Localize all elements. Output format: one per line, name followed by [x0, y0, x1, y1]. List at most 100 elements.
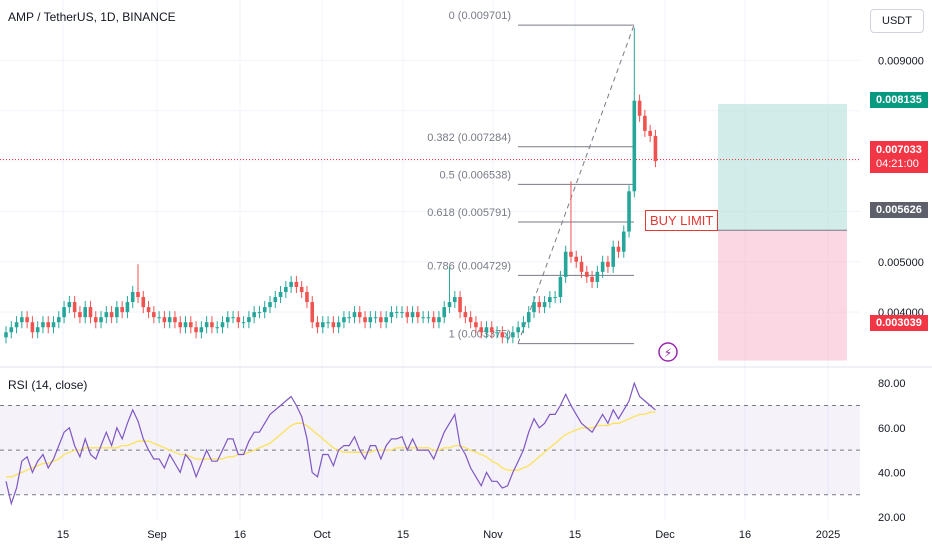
candle-body	[563, 251, 568, 277]
candle-body	[51, 322, 56, 328]
candle-body	[88, 307, 93, 318]
candle-body	[643, 115, 647, 131]
candle-body	[468, 317, 473, 323]
candle-body	[394, 312, 399, 314]
candle-body	[284, 286, 288, 292]
rsi-title[interactable]: RSI (14, close)	[8, 378, 88, 392]
candle-body	[215, 327, 219, 329]
candle-body	[299, 286, 304, 292]
candle-body	[574, 256, 579, 262]
rsi-band	[0, 405, 860, 495]
candle-body	[99, 317, 103, 323]
candle-body	[93, 317, 98, 323]
currency-selector[interactable]: USDT	[870, 9, 924, 33]
candle-body	[30, 322, 35, 333]
candle-body	[606, 261, 610, 267]
rsi-tick-label: 40.00	[878, 467, 906, 479]
candle-body	[458, 297, 462, 313]
candle-body	[363, 317, 367, 323]
candle-body	[474, 322, 478, 328]
current-price-label: 0.007033 04:21:00	[870, 141, 928, 173]
time-tick-label: 16	[234, 529, 246, 541]
candle-body	[421, 317, 425, 319]
candle-body	[183, 322, 188, 328]
candle-body	[305, 292, 309, 303]
fib-label-0.786: 0.786 (0.004729)	[427, 260, 511, 272]
candle-body	[484, 327, 489, 333]
target-zone	[718, 103, 847, 231]
candle-body	[46, 322, 51, 328]
candle-body	[130, 292, 135, 303]
candle-body	[125, 302, 130, 313]
candle-body	[521, 322, 526, 328]
fib-retracement[interactable]: 0 (0.009701) 0.382 (0.007284) 0.5 (0.00653…	[427, 10, 635, 345]
fib-trendline	[517, 24, 635, 344]
rsi-tick-label: 60.00	[878, 423, 906, 435]
candle-body	[278, 292, 283, 298]
candle-body	[83, 307, 87, 318]
candle-body	[558, 276, 563, 298]
candle-body	[14, 322, 19, 328]
candle-body	[273, 297, 278, 303]
price-tick-label: 0.009000	[878, 55, 924, 67]
candle-body	[9, 327, 14, 333]
candle-body	[410, 312, 415, 318]
candle-body	[347, 317, 351, 319]
time-tick-label: 15	[57, 529, 69, 541]
candle-body	[231, 317, 235, 319]
candle-body	[152, 312, 156, 318]
fib-label-0: 0 (0.009701)	[449, 10, 511, 22]
lightning-icon: ⚡	[664, 346, 672, 360]
candle-body	[600, 261, 605, 272]
candle-body	[72, 302, 77, 313]
candle-body	[78, 312, 82, 318]
candle-body	[373, 317, 378, 319]
candle-body	[352, 312, 357, 318]
candle-body	[321, 322, 325, 328]
time-tick-label: 15	[397, 529, 409, 541]
rsi-ma-line	[6, 411, 656, 478]
candle-body	[162, 317, 167, 323]
candle-body	[257, 312, 262, 314]
candle-body	[505, 337, 510, 339]
candle-body	[400, 312, 404, 314]
candle-body	[35, 327, 40, 333]
candle-body	[595, 271, 600, 282]
candle-body	[146, 307, 151, 313]
candle-body	[389, 312, 394, 318]
candle-body	[357, 312, 362, 318]
rsi-tick-label: 20.00	[878, 512, 906, 524]
candle-body	[173, 317, 177, 323]
target-price-label: 0.008135	[870, 92, 928, 108]
candle-body	[194, 327, 198, 333]
candle-body	[553, 297, 557, 299]
candle-body	[511, 332, 515, 338]
candle-body	[648, 130, 652, 136]
candle-body	[331, 322, 336, 328]
time-tick-label: Oct	[313, 529, 330, 541]
rsi-line	[5, 381, 656, 506]
countdown-value: 04:21:00	[876, 158, 919, 170]
candle-body	[210, 322, 214, 328]
event-icon	[658, 342, 678, 362]
candle-body	[548, 297, 552, 303]
time-tick-label: 2025	[816, 529, 840, 541]
candle-body	[526, 312, 531, 323]
candle-body	[315, 322, 320, 328]
candle-body	[426, 317, 431, 319]
candle-body	[379, 317, 383, 323]
candle-body	[115, 307, 119, 318]
candle-body	[621, 231, 626, 252]
candle-body	[4, 332, 8, 338]
candle-body	[585, 271, 589, 277]
candle-body	[627, 191, 631, 232]
candle-body	[252, 312, 256, 318]
symbol-title[interactable]: AMP / TetherUS, 1D, BINANCE	[8, 10, 176, 24]
candle-body	[20, 317, 24, 323]
candle-body	[136, 292, 140, 298]
candle-body	[453, 297, 457, 303]
candle-body	[220, 322, 225, 328]
candle-body	[342, 317, 346, 323]
candle-body	[405, 312, 410, 318]
candle-body	[189, 322, 193, 328]
